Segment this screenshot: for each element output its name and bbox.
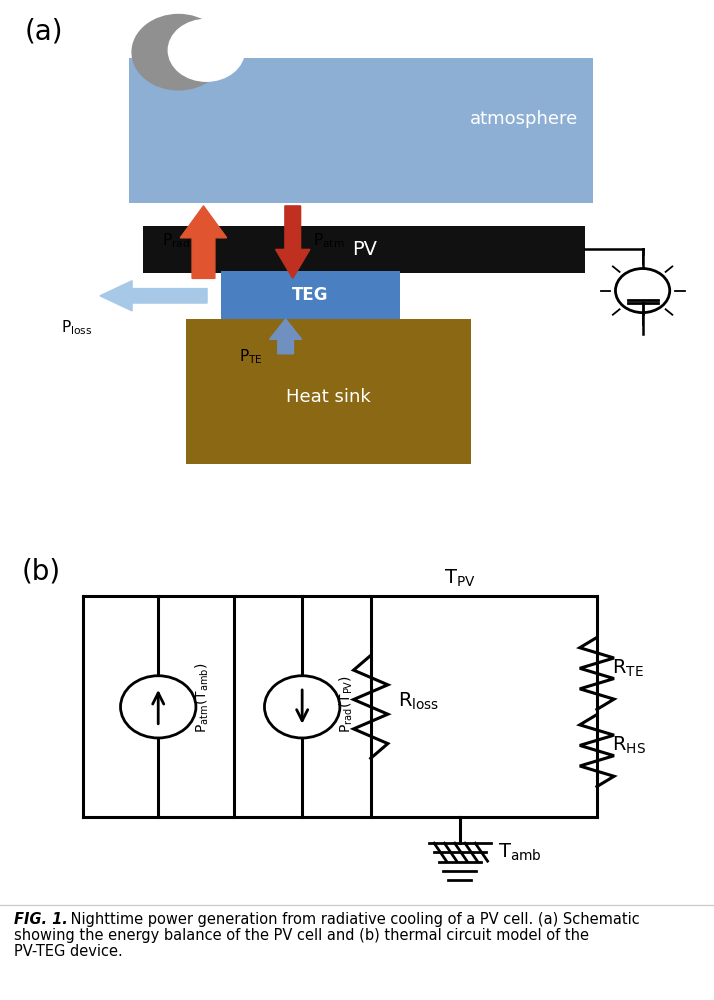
Text: T$_{\mathregular{PV}}$: T$_{\mathregular{PV}}$ (444, 567, 476, 589)
Text: P$_{\mathregular{rad}}$: P$_{\mathregular{rad}}$ (162, 231, 190, 250)
Text: (b): (b) (21, 558, 60, 586)
Text: T$_{\mathregular{amb}}$: T$_{\mathregular{amb}}$ (498, 841, 541, 863)
Text: P$_{\mathregular{atm}}$(T$_{\mathregular{amb}}$): P$_{\mathregular{atm}}$(T$_{\mathregular… (194, 662, 211, 733)
FancyArrow shape (276, 206, 310, 278)
Text: TEG: TEG (292, 286, 329, 304)
FancyArrow shape (180, 206, 227, 278)
Circle shape (169, 19, 244, 81)
Text: Heat sink: Heat sink (286, 388, 371, 406)
Text: (a): (a) (25, 17, 64, 45)
Text: showing the energy balance of the PV cell and (b) thermal circuit model of the: showing the energy balance of the PV cel… (14, 928, 589, 943)
Ellipse shape (264, 676, 340, 738)
Ellipse shape (121, 676, 196, 738)
Bar (129, 58, 593, 203)
FancyArrow shape (270, 319, 302, 354)
Text: P$_{\mathregular{atm}}$: P$_{\mathregular{atm}}$ (313, 231, 344, 250)
Text: P$_{\mathregular{rad}}$(T$_{\mathregular{PV}}$): P$_{\mathregular{rad}}$(T$_{\mathregular… (338, 674, 356, 733)
Circle shape (132, 14, 225, 90)
FancyArrow shape (100, 281, 207, 311)
Bar (221, 271, 400, 319)
Text: atmosphere: atmosphere (470, 110, 578, 128)
Text: PV: PV (351, 240, 377, 259)
Text: R$_{\mathregular{HS}}$: R$_{\mathregular{HS}}$ (612, 735, 646, 756)
Text: P$_{\mathregular{loss}}$: P$_{\mathregular{loss}}$ (61, 318, 92, 337)
Bar (143, 226, 585, 273)
Text: P$_{\mathregular{TE}}$: P$_{\mathregular{TE}}$ (239, 347, 263, 366)
Text: Nighttime power generation from radiative cooling of a PV cell. (a) Schematic: Nighttime power generation from radiativ… (66, 912, 640, 927)
Circle shape (615, 269, 670, 313)
Bar (186, 319, 471, 464)
Text: FIG. 1.: FIG. 1. (14, 912, 68, 927)
Text: R$_{\mathregular{loss}}$: R$_{\mathregular{loss}}$ (398, 691, 440, 712)
Text: R$_{\mathregular{TE}}$: R$_{\mathregular{TE}}$ (612, 658, 644, 679)
Text: PV-TEG device.: PV-TEG device. (14, 944, 123, 959)
